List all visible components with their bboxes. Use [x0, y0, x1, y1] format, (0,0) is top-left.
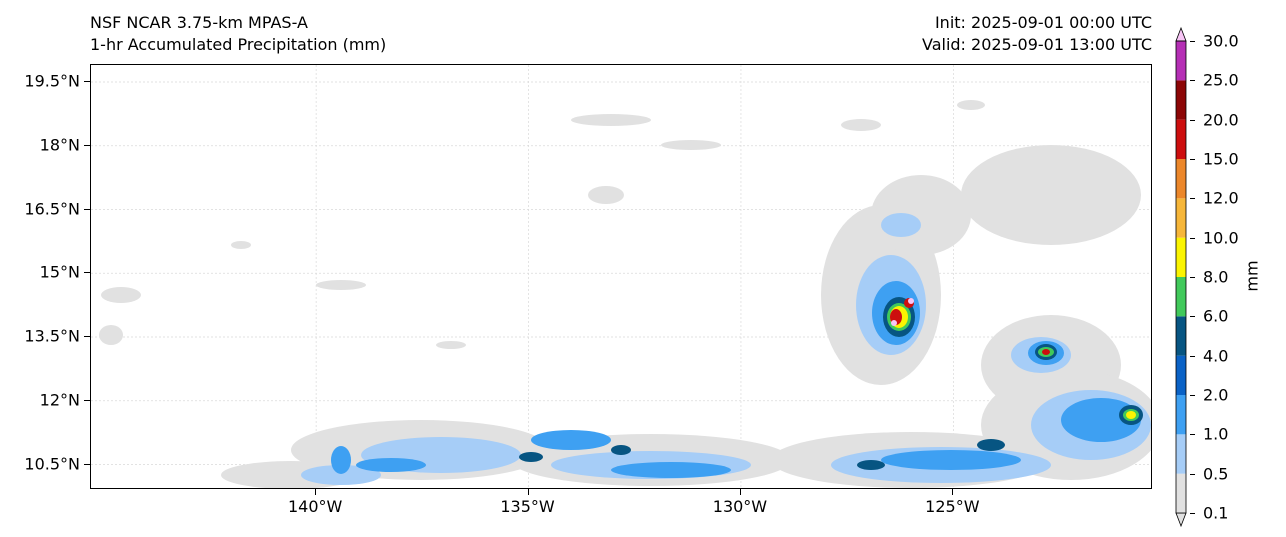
lat-tick-label: 18°N: [39, 135, 80, 155]
colorbar-tick-label: 25.0: [1203, 70, 1239, 90]
map-panel: [90, 64, 1152, 489]
colorbar-segment: [1176, 355, 1186, 395]
colorbar-tick-label: 4.0: [1203, 346, 1229, 366]
lat-tick-label: 15°N: [39, 262, 80, 282]
lon-tick-label: 125°W: [925, 497, 980, 516]
colorbar-segment: [1176, 395, 1186, 435]
lat-tick: [84, 336, 90, 337]
colorbar-segment: [1176, 119, 1186, 159]
lat-tick-label: 10.5°N: [24, 454, 80, 473]
colorbar-segment: [1176, 277, 1186, 317]
lat-tick-label: 13.5°N: [24, 326, 80, 346]
colorbar-segment: [1176, 434, 1186, 474]
precipitation-map: [91, 65, 1151, 488]
lon-tick: [952, 489, 954, 495]
max-precip: [891, 298, 914, 326]
colorbar-segment: [1176, 473, 1186, 513]
valid-time: Valid: 2025-09-01 13:00 UTC: [921, 35, 1152, 54]
lat-tick: [84, 144, 90, 146]
lat-tick: [84, 81, 90, 82]
lon-tick-label: 140°W: [287, 497, 343, 516]
colorbar-tick-label: 8.0: [1203, 267, 1229, 287]
colorbar-tick-label: 0.1: [1203, 503, 1229, 523]
colorbar-tick-label: 6.0: [1203, 306, 1229, 326]
colorbar-tick: [1190, 119, 1195, 121]
field-title: 1-hr Accumulated Precipitation (mm): [90, 35, 387, 54]
colorbar-tick-label: 0.5: [1203, 464, 1229, 484]
lat-tick: [84, 208, 90, 210]
lat-tick: [84, 463, 90, 465]
colorbar-tick: [1190, 80, 1195, 82]
colorbar-tick: [1190, 316, 1195, 318]
init-time: Init: 2025-09-01 00:00 UTC: [934, 13, 1152, 32]
colorbar-tick: [1190, 434, 1195, 436]
colorbar-tick: [1190, 355, 1195, 357]
lat-tick: [84, 272, 90, 274]
light-precip-areas: [99, 100, 1151, 488]
colorbar-segment: [1176, 41, 1186, 81]
colorbar-segment: [1176, 316, 1186, 356]
colorbar-segment: [1176, 198, 1186, 238]
colorbar-extend-min: [1175, 512, 1187, 528]
title-left: NSF NCAR 3.75-km MPAS-A 1-hr Accumulated…: [90, 12, 386, 56]
colorbar-tick-label: 2.0: [1203, 385, 1229, 405]
lat-tick: [84, 399, 90, 401]
colorbar-unit: mm: [1242, 260, 1262, 292]
lon-tick: [527, 489, 529, 495]
colorbar-segment: [1176, 80, 1186, 120]
colorbar-extend-max: [1175, 26, 1187, 42]
colorbar-segment: [1176, 237, 1186, 277]
colorbar-tick: [1190, 473, 1195, 475]
colorbar-tick: [1190, 277, 1195, 278]
colorbar-tick: [1190, 41, 1195, 42]
colorbar-tick: [1190, 198, 1195, 200]
colorbar-tick: [1190, 513, 1195, 514]
colorbar-tick-label: 1.0: [1203, 424, 1229, 444]
colorbar-tick: [1190, 159, 1195, 160]
colorbar-tick-label: 10.0: [1203, 228, 1239, 248]
title-right: Init: 2025-09-01 00:00 UTC Valid: 2025-0…: [922, 12, 1152, 56]
lon-tick: [739, 489, 741, 495]
colorbar-tick-label: 12.0: [1203, 188, 1239, 208]
lon-tick-label: 130°W: [712, 497, 768, 516]
lon-tick-label: 135°W: [500, 497, 555, 516]
colorbar-tick-label: 30.0: [1203, 31, 1239, 51]
precipitation-field: [99, 100, 1151, 488]
lat-tick-label: 12°N: [39, 390, 80, 410]
colorbar-tick: [1190, 237, 1195, 239]
lat-tick-label: 16.5°N: [24, 199, 80, 218]
colorbar: [1175, 26, 1187, 528]
lon-tick: [315, 489, 317, 495]
colorbar-segment: [1176, 159, 1186, 199]
colorbar-outline: [1175, 40, 1187, 514]
colorbar-tick: [1190, 395, 1195, 396]
colorbar-tick-label: 15.0: [1203, 149, 1239, 169]
model-title: NSF NCAR 3.75-km MPAS-A: [90, 13, 308, 32]
lat-tick-label: 19.5°N: [24, 71, 80, 91]
colorbar-tick-label: 20.0: [1203, 110, 1239, 130]
